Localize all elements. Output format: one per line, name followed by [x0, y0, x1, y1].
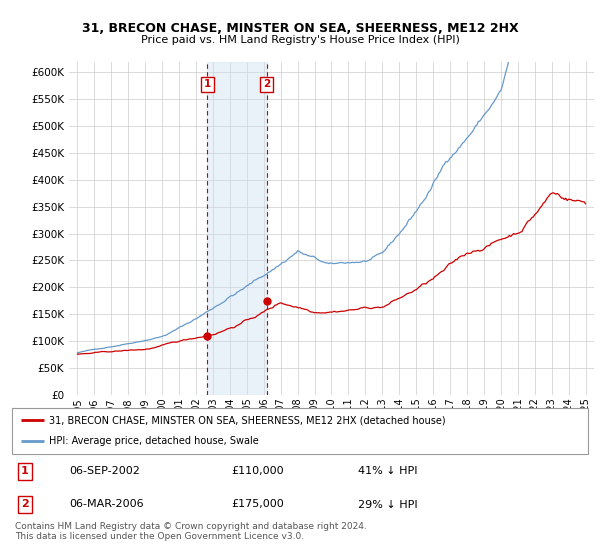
- Text: £175,000: £175,000: [231, 500, 284, 510]
- Text: £110,000: £110,000: [231, 466, 284, 477]
- Text: 2: 2: [263, 79, 270, 89]
- Bar: [208, 62, 266, 395]
- Text: 06-SEP-2002: 06-SEP-2002: [70, 466, 140, 477]
- Text: 2: 2: [21, 500, 29, 510]
- Text: 31, BRECON CHASE, MINSTER ON SEA, SHEERNESS, ME12 2HX (detached house): 31, BRECON CHASE, MINSTER ON SEA, SHEERN…: [49, 415, 446, 425]
- FancyBboxPatch shape: [12, 408, 588, 454]
- Text: Contains HM Land Registry data © Crown copyright and database right 2024.
This d: Contains HM Land Registry data © Crown c…: [15, 522, 367, 542]
- Text: HPI: Average price, detached house, Swale: HPI: Average price, detached house, Swal…: [49, 436, 259, 446]
- Text: 29% ↓ HPI: 29% ↓ HPI: [358, 500, 417, 510]
- Text: 06-MAR-2006: 06-MAR-2006: [70, 500, 144, 510]
- Text: 41% ↓ HPI: 41% ↓ HPI: [358, 466, 417, 477]
- Text: 1: 1: [21, 466, 29, 477]
- Text: 1: 1: [204, 79, 211, 89]
- Text: 31, BRECON CHASE, MINSTER ON SEA, SHEERNESS, ME12 2HX: 31, BRECON CHASE, MINSTER ON SEA, SHEERN…: [82, 22, 518, 35]
- Text: Price paid vs. HM Land Registry's House Price Index (HPI): Price paid vs. HM Land Registry's House …: [140, 35, 460, 45]
